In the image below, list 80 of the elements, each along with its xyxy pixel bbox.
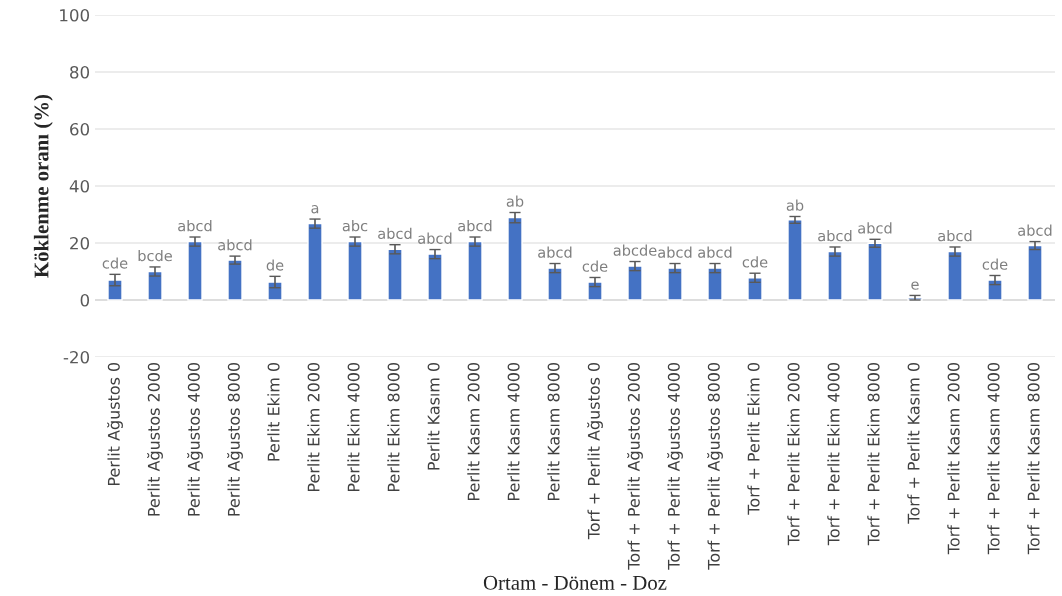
bar: [547, 267, 563, 301]
data-label: e: [911, 281, 919, 290]
x-tick-label: Perlit Ekim 8000: [387, 362, 400, 492]
x-tick-label: Perlit Ekim 0: [267, 362, 280, 461]
y-tick-label: 100: [60, 8, 90, 22]
x-tick-label: Torf + Perlit Kasım 2000: [947, 362, 960, 555]
bar: [747, 277, 763, 301]
bar: [507, 216, 523, 301]
bar: [787, 219, 803, 301]
x-tick-label: Torf + Perlit Kasım 4000: [987, 362, 1000, 555]
data-label: abcd: [378, 227, 412, 240]
y-tick-label: 0: [80, 293, 90, 307]
x-tick-label: Torf + Perlit Ağustos 8000: [707, 362, 723, 570]
x-tick-label: Torf + Perlit Ağustos 4000: [667, 362, 683, 570]
data-label: abcd: [218, 239, 252, 251]
data-label: cde: [102, 257, 128, 269]
data-label: cde: [742, 256, 768, 268]
data-label: abcd: [458, 220, 492, 232]
x-tick-label: Torf + Perlit Ekim 0: [747, 362, 760, 515]
bar: [707, 267, 723, 301]
bar: [667, 267, 683, 301]
data-label: cde: [582, 260, 608, 272]
bar: [427, 253, 443, 301]
bar: [1027, 244, 1043, 301]
x-tick-label: Torf + Perlit Ekim 4000: [827, 362, 840, 546]
x-tick-label: Torf + Perlit Ağustos 2000: [627, 362, 643, 570]
bar: [267, 281, 283, 301]
y-axis-title: Köklenme oranı (%): [33, 94, 53, 278]
x-tick-label: Perlit Kasım 0: [427, 362, 440, 470]
data-label: abcd: [698, 246, 732, 258]
data-label: abcd: [418, 232, 452, 244]
x-tick-label: Torf + Perlit Ağustos 0: [587, 362, 603, 540]
x-axis-title: Ortam - Dönem - Doz: [483, 575, 667, 590]
bar: [307, 222, 323, 301]
bar: [387, 248, 403, 301]
bar: [987, 279, 1003, 301]
x-tick-label: Perlit Kasım 2000: [467, 362, 480, 500]
x-tick-label: Perlit Ekim 4000: [347, 362, 360, 492]
data-label: ab: [506, 195, 524, 207]
x-tick-label: Perlit Kasım 8000: [547, 362, 560, 500]
data-label: abcd: [938, 230, 972, 242]
bar: [587, 281, 603, 301]
data-label: de: [266, 259, 284, 271]
y-tick-label: 80: [70, 65, 90, 79]
x-tick-label: Perlit Ağustos 2000: [147, 362, 163, 516]
data-label: abcde: [613, 244, 657, 256]
bar: [147, 270, 163, 301]
data-label: cde: [982, 258, 1008, 270]
x-tick-label: Torf + Perlit Kasım 8000: [1027, 362, 1040, 555]
data-label: abcd: [178, 220, 212, 232]
data-label: abc: [342, 220, 368, 232]
data-label: abcd: [818, 230, 852, 242]
data-label: abcd: [858, 222, 892, 234]
data-label: ab: [786, 199, 804, 211]
bar: [107, 279, 123, 301]
x-tick-label: Perlit Kasım 4000: [507, 362, 520, 500]
x-tick-label: Perlit Ekim 2000: [307, 362, 320, 492]
x-tick-label: Perlit Ağustos 8000: [227, 362, 243, 516]
x-tick-label: Perlit Ağustos 4000: [187, 362, 203, 516]
x-tick-label: Torf + Perlit Ekim 8000: [867, 362, 880, 546]
bar: [627, 265, 643, 301]
bar: [467, 240, 483, 301]
bar: [827, 250, 843, 301]
data-label: bcde: [138, 249, 172, 262]
bar: [227, 259, 243, 301]
y-tick-label: 20: [70, 236, 90, 250]
x-tick-label: Torf + Perlit Kasım 0: [907, 362, 920, 524]
data-label: abcd: [1018, 224, 1052, 236]
x-tick-label: Perlit Ağustos 0: [107, 362, 123, 486]
x-tick-label: Torf + Perlit Ekim 2000: [787, 362, 800, 546]
data-label: abcd: [658, 246, 692, 258]
bar: [187, 240, 203, 301]
data-label: a: [311, 205, 319, 214]
y-tick-label: -20: [63, 350, 90, 364]
bar: [947, 250, 963, 301]
bar: [347, 240, 363, 301]
data-label: abcd: [538, 246, 572, 258]
y-tick-label: 40: [69, 179, 90, 193]
bar: [867, 242, 883, 301]
y-tick-label: 60: [70, 122, 90, 136]
